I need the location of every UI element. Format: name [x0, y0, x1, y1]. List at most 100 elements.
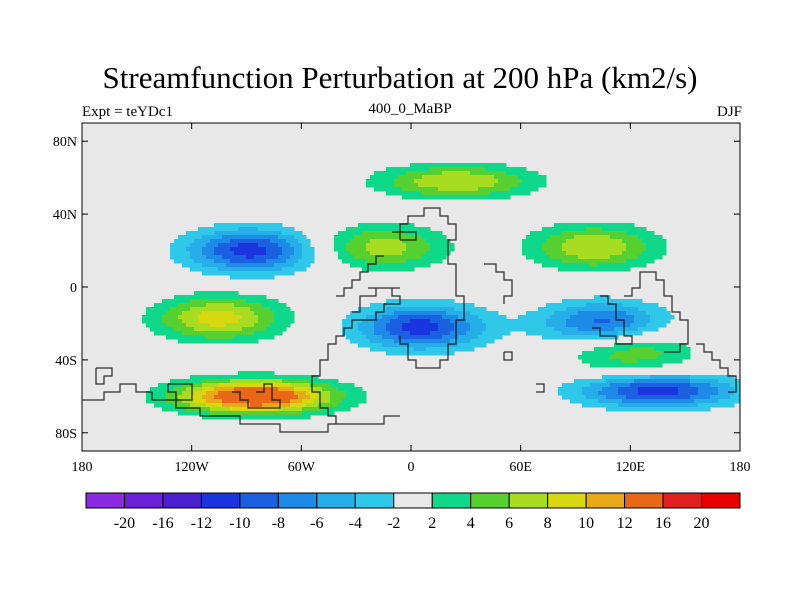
contour-cell	[426, 167, 431, 172]
contour-cell	[566, 335, 571, 340]
contour-cell	[254, 319, 259, 324]
contour-cell	[402, 331, 407, 336]
contour-cell	[270, 331, 275, 336]
contour-cell	[378, 303, 383, 308]
contour-cell	[374, 251, 379, 256]
contour-cell	[630, 263, 635, 268]
contour-cell	[422, 311, 427, 316]
contour-cell	[194, 375, 199, 380]
contour-cell	[234, 323, 239, 328]
contour-cell	[614, 351, 619, 356]
contour-cell	[178, 319, 183, 324]
contour-cell	[522, 191, 527, 196]
contour-cell	[210, 331, 215, 336]
contour-cell	[398, 171, 403, 176]
contour-cell	[470, 327, 475, 332]
contour-cell	[254, 379, 259, 384]
contour-cell	[502, 315, 507, 320]
contour-cell	[430, 175, 435, 180]
contour-cell	[662, 243, 667, 248]
contour-cell	[430, 303, 435, 308]
contour-cell	[358, 311, 363, 316]
contour-cell	[694, 383, 699, 388]
contour-cell	[266, 231, 271, 236]
contour-cell	[470, 343, 475, 348]
contour-cell	[358, 243, 363, 248]
contour-cell	[302, 235, 307, 240]
contour-cell	[474, 331, 479, 336]
contour-cell	[670, 387, 675, 392]
contour-cell	[262, 399, 267, 404]
contour-cell	[542, 243, 547, 248]
contour-cell	[586, 315, 591, 320]
contour-cell	[582, 331, 587, 336]
contour-cell	[686, 403, 691, 408]
contour-cell	[254, 227, 259, 232]
contour-cell	[210, 339, 215, 344]
contour-cell	[234, 331, 239, 336]
contour-cell	[562, 387, 567, 392]
contour-cell	[378, 223, 383, 228]
contour-cell	[242, 371, 247, 376]
contour-cell	[562, 327, 567, 332]
contour-cell	[402, 267, 407, 272]
contour-cell	[406, 339, 411, 344]
contour-cell	[414, 183, 419, 188]
contour-cell	[534, 255, 539, 260]
contour-cell	[298, 267, 303, 272]
contour-cell	[654, 387, 659, 392]
contour-cell	[498, 167, 503, 172]
contour-cell	[458, 315, 463, 320]
contour-cell	[398, 263, 403, 268]
contour-cell	[310, 407, 315, 412]
contour-cell	[198, 383, 203, 388]
contour-cell	[530, 231, 535, 236]
contour-cell	[210, 319, 215, 324]
contour-cell	[198, 235, 203, 240]
contour-cell	[598, 235, 603, 240]
contour-cell	[258, 331, 263, 336]
contour-cell	[622, 239, 627, 244]
contour-cell	[558, 387, 563, 392]
contour-cell	[630, 243, 635, 248]
contour-cell	[234, 395, 239, 400]
contour-cell	[386, 299, 391, 304]
contour-cell	[162, 299, 167, 304]
contour-cell	[450, 327, 455, 332]
contour-cell	[654, 307, 659, 312]
contour-cell	[650, 315, 655, 320]
contour-cell	[422, 307, 427, 312]
contour-cell	[202, 407, 207, 412]
contour-cell	[394, 267, 399, 272]
contour-cell	[454, 163, 459, 168]
contour-cell	[662, 319, 667, 324]
contour-cell	[630, 399, 635, 404]
contour-cell	[290, 227, 295, 232]
contour-cell	[590, 307, 595, 312]
contour-cell	[634, 403, 639, 408]
contour-cell	[578, 267, 583, 272]
contour-cell	[290, 383, 295, 388]
contour-cell	[238, 339, 243, 344]
contour-cell	[574, 379, 579, 384]
contour-cell	[382, 339, 387, 344]
contour-cell	[394, 259, 399, 264]
contour-cell	[454, 343, 459, 348]
contour-cell	[550, 239, 555, 244]
contour-cell	[670, 347, 675, 352]
contour-cell	[150, 327, 155, 332]
coastline-south-islands	[95, 367, 113, 385]
contour-cell	[262, 299, 267, 304]
contour-cell	[418, 187, 423, 192]
contour-cell	[490, 187, 495, 192]
contour-cell	[210, 243, 215, 248]
contour-cell	[710, 403, 715, 408]
contour-cell	[190, 307, 195, 312]
contour-cell	[158, 387, 163, 392]
contour-cell	[198, 299, 203, 304]
contour-cell	[366, 227, 371, 232]
contour-cell	[446, 299, 451, 304]
contour-cell	[250, 223, 255, 228]
contour-cell	[174, 259, 179, 264]
contour-cell	[590, 267, 595, 272]
